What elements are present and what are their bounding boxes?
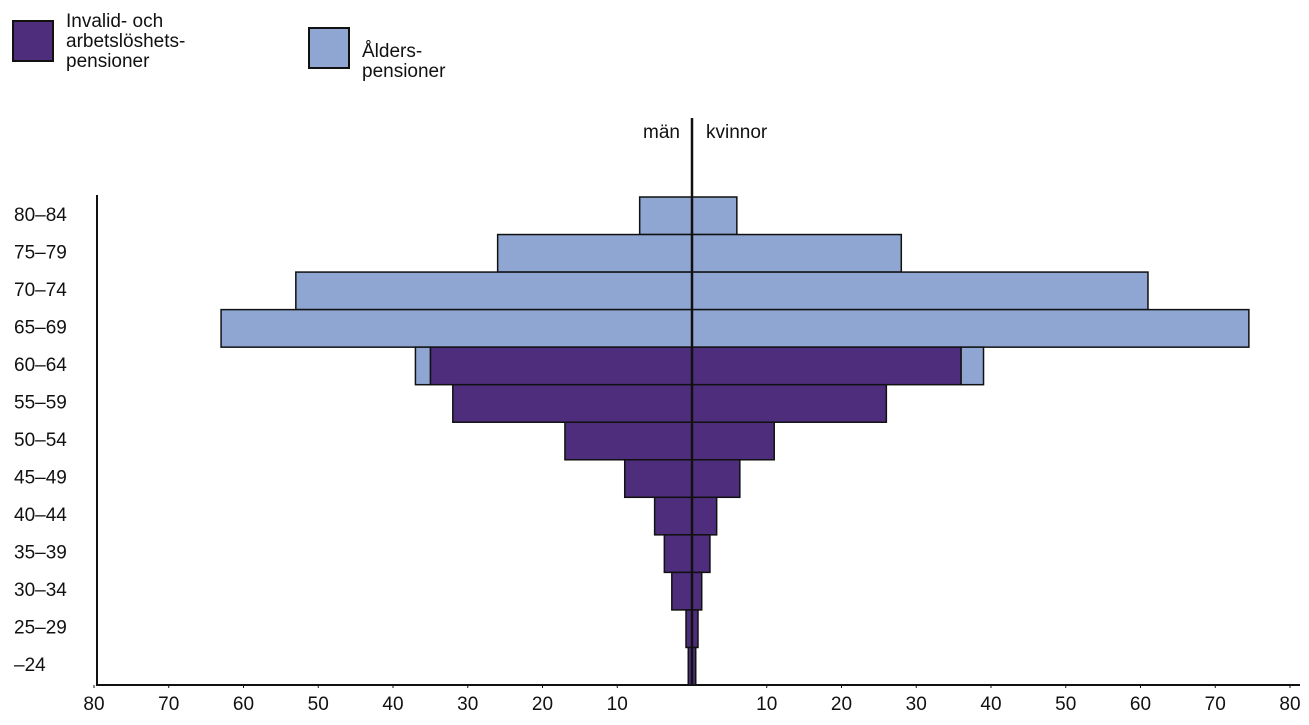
bar xyxy=(960,346,985,386)
bar xyxy=(691,233,903,273)
x-tick-label: 80 xyxy=(1279,694,1300,715)
bar xyxy=(663,534,693,574)
bar xyxy=(429,346,693,386)
y-tick-label: 30–34 xyxy=(14,580,67,601)
bar xyxy=(691,308,1250,348)
y-tick-label: 35–39 xyxy=(14,543,67,564)
y-tick-label: 75–79 xyxy=(14,242,67,263)
bar xyxy=(638,196,693,236)
y-tick-label: 70–74 xyxy=(14,280,67,301)
x-tick-label: 30 xyxy=(906,694,927,715)
y-tick-label: 80–84 xyxy=(14,205,67,226)
x-tick-label: 70 xyxy=(158,694,179,715)
bar xyxy=(691,383,888,423)
x-tick-label: 10 xyxy=(756,694,777,715)
legend-swatch xyxy=(12,20,54,62)
bar xyxy=(691,571,703,611)
bar xyxy=(295,271,693,311)
y-tick-label: 25–29 xyxy=(14,618,67,639)
bar xyxy=(691,496,718,536)
bar xyxy=(623,459,693,499)
x-tick-label: 40 xyxy=(382,694,403,715)
x-tick-label: 60 xyxy=(1130,694,1151,715)
x-tick-label: 20 xyxy=(532,694,553,715)
x-tick-label: 60 xyxy=(233,694,254,715)
bar xyxy=(691,534,711,574)
x-tick-label: 70 xyxy=(1205,694,1226,715)
bar xyxy=(691,346,962,386)
bar xyxy=(691,271,1149,311)
y-tick-label: 55–59 xyxy=(14,392,67,413)
bar xyxy=(220,308,693,348)
legend-swatch xyxy=(308,27,350,69)
legend-label: Ålders- pensioner xyxy=(362,41,446,82)
y-tick-label: 50–54 xyxy=(14,430,67,451)
bar xyxy=(671,571,693,611)
bar xyxy=(691,459,741,499)
x-tick-label: 50 xyxy=(308,694,329,715)
side-label: kvinnor xyxy=(706,122,768,143)
y-tick-label: 45–49 xyxy=(14,468,67,489)
y-tick-label: –24 xyxy=(14,655,46,676)
bar xyxy=(691,421,775,461)
x-tick-label: 30 xyxy=(457,694,478,715)
x-tick-label: 40 xyxy=(980,694,1001,715)
bar xyxy=(452,383,693,423)
bar xyxy=(653,496,693,536)
bar xyxy=(414,346,432,386)
bar xyxy=(691,196,738,236)
side-label: män xyxy=(643,122,680,143)
x-tick-label: 80 xyxy=(83,694,104,715)
x-tick-label: 50 xyxy=(1055,694,1076,715)
legend-label: Invalid- och arbetslöshets- pensioner xyxy=(66,11,186,72)
x-tick-label: 10 xyxy=(607,694,628,715)
bar xyxy=(496,233,693,273)
y-tick-label: 40–44 xyxy=(14,505,67,526)
y-tick-label: 60–64 xyxy=(14,355,67,376)
x-tick-label: 20 xyxy=(831,694,852,715)
bar xyxy=(564,421,693,461)
y-tick-label: 65–69 xyxy=(14,317,67,338)
